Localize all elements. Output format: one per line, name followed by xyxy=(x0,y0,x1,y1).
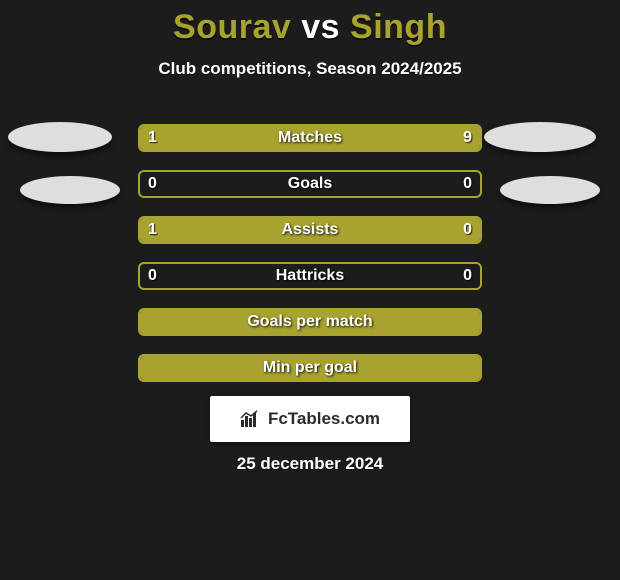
subtitle: Club competitions, Season 2024/2025 xyxy=(0,59,620,79)
stat-label: Goals per match xyxy=(140,313,480,331)
stat-row: 19Matches xyxy=(138,124,482,152)
stat-label: Matches xyxy=(140,129,480,147)
stat-row: 10Assists xyxy=(138,216,482,244)
comparison-infographic: Sourav vs Singh Club competitions, Seaso… xyxy=(0,0,620,580)
snapshot-date: 25 december 2024 xyxy=(0,454,620,474)
stat-rows: 19Matches 00Goals 10Assists 00Hattricks Goal… xyxy=(138,124,482,400)
stat-row: 00Goals xyxy=(138,170,482,198)
player2-name: Singh xyxy=(350,8,447,46)
avatar-ellipse xyxy=(500,176,600,204)
stat-label: Min per goal xyxy=(140,359,480,377)
page-title: Sourav vs Singh xyxy=(0,0,620,47)
stat-label: Assists xyxy=(140,221,480,239)
stat-row: 00Hattricks xyxy=(138,262,482,290)
brand-text: FcTables.com xyxy=(268,409,380,429)
stat-label: Goals xyxy=(140,175,480,193)
avatar-ellipse xyxy=(20,176,120,204)
player1-name: Sourav xyxy=(173,8,291,46)
brand-chart-icon xyxy=(240,410,262,428)
stat-row: Goals per match xyxy=(138,308,482,336)
brand-badge: FcTables.com xyxy=(210,396,410,442)
avatar-ellipse xyxy=(8,122,112,152)
stat-label: Hattricks xyxy=(140,267,480,285)
stat-row: Min per goal xyxy=(138,354,482,382)
avatar-ellipse xyxy=(484,122,596,152)
title-vs: vs xyxy=(301,8,340,46)
